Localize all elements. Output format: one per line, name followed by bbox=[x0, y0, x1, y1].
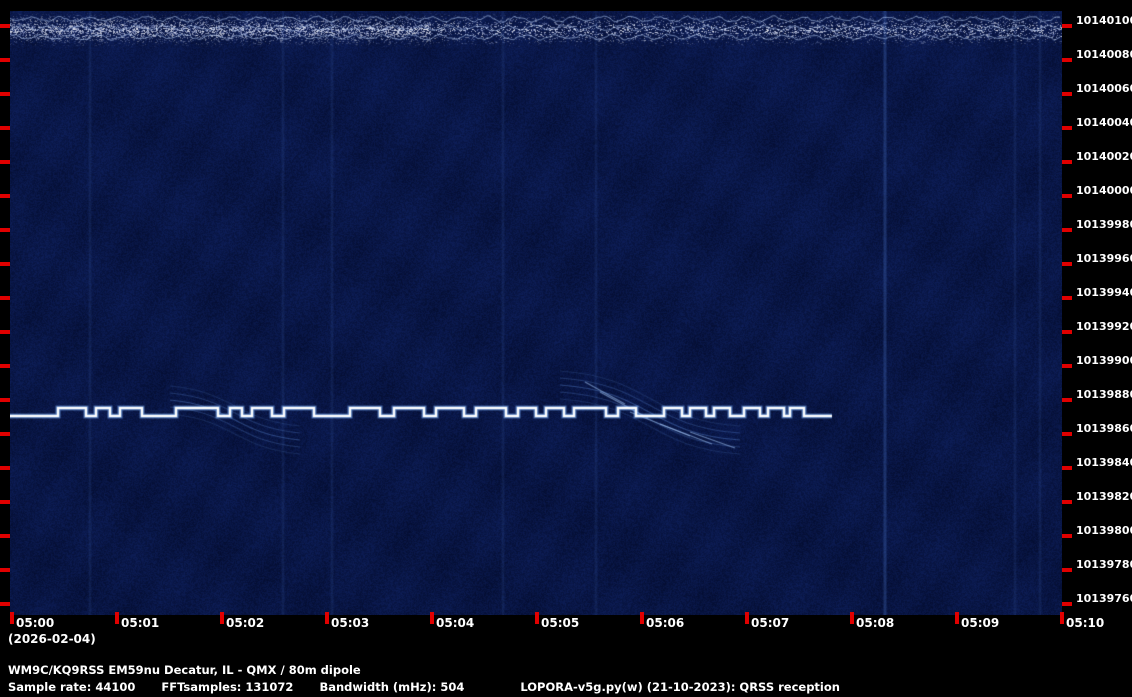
spectrogram-canvas[interactable] bbox=[10, 11, 1062, 615]
freq-tick-left bbox=[0, 24, 10, 28]
freq-tick-right bbox=[1062, 194, 1072, 198]
freq-tick-label: 10140020 bbox=[1076, 150, 1132, 163]
freq-tick-right bbox=[1062, 432, 1072, 436]
freq-tick-left bbox=[0, 92, 10, 96]
time-tick bbox=[325, 612, 329, 624]
time-tick bbox=[745, 612, 749, 624]
freq-tick-label: 10139940 bbox=[1076, 286, 1132, 299]
freq-tick-left bbox=[0, 432, 10, 436]
time-tick bbox=[640, 612, 644, 624]
freq-tick-label: 10139860 bbox=[1076, 422, 1132, 435]
time-tick-label: 05:00 bbox=[16, 616, 55, 630]
freq-tick-label: 10139820 bbox=[1076, 490, 1132, 503]
time-tick bbox=[10, 612, 14, 624]
freq-tick-right bbox=[1062, 296, 1072, 300]
freq-tick-left bbox=[0, 160, 10, 164]
freq-tick-label: 10139900 bbox=[1076, 354, 1132, 367]
software-version-label: LOPORA-v5g.py(w) (21-10-2023): QRSS rece… bbox=[520, 680, 840, 694]
date-label: (2026-02-04) bbox=[8, 632, 96, 646]
freq-tick-right bbox=[1062, 568, 1072, 572]
freq-tick-left bbox=[0, 194, 10, 198]
freq-tick-right bbox=[1062, 228, 1072, 232]
bandwidth-label: Bandwidth (mHz): 504 bbox=[319, 680, 465, 694]
freq-tick-right bbox=[1062, 58, 1072, 62]
freq-tick-left bbox=[0, 568, 10, 572]
time-tick bbox=[115, 612, 119, 624]
time-tick-label: 05:03 bbox=[331, 616, 370, 630]
freq-tick-right bbox=[1062, 160, 1072, 164]
freq-tick-label: 10139800 bbox=[1076, 524, 1132, 537]
freq-tick-left bbox=[0, 58, 10, 62]
time-tick-label: 05:10 bbox=[1066, 616, 1105, 630]
time-tick bbox=[1060, 612, 1064, 624]
freq-tick-right bbox=[1062, 24, 1072, 28]
time-tick-label: 05:04 bbox=[436, 616, 475, 630]
freq-tick-right bbox=[1062, 262, 1072, 266]
freq-tick-label: 10140000 bbox=[1076, 184, 1132, 197]
freq-tick-right bbox=[1062, 602, 1072, 606]
freq-tick-left bbox=[0, 296, 10, 300]
freq-tick-right bbox=[1062, 126, 1072, 130]
sample-rate-label: Sample rate: 44100 bbox=[8, 680, 136, 694]
freq-tick-label: 10140040 bbox=[1076, 116, 1132, 129]
freq-tick-label: 10139780 bbox=[1076, 558, 1132, 571]
freq-tick-right bbox=[1062, 364, 1072, 368]
freq-tick-right bbox=[1062, 500, 1072, 504]
time-tick bbox=[850, 612, 854, 624]
time-tick-label: 05:05 bbox=[541, 616, 580, 630]
fft-samples-label: FFTsamples: 131072 bbox=[161, 680, 294, 694]
freq-tick-right bbox=[1062, 466, 1072, 470]
parameters-row: Sample rate: 44100 FFTsamples: 131072 Ba… bbox=[8, 680, 1128, 694]
freq-tick-label: 10139880 bbox=[1076, 388, 1132, 401]
freq-tick-label: 10139920 bbox=[1076, 320, 1132, 333]
freq-tick-right bbox=[1062, 92, 1072, 96]
freq-tick-left bbox=[0, 228, 10, 232]
freq-tick-label: 10140060 bbox=[1076, 82, 1132, 95]
time-tick-label: 05:02 bbox=[226, 616, 265, 630]
time-tick bbox=[535, 612, 539, 624]
freq-tick-left bbox=[0, 602, 10, 606]
time-tick bbox=[955, 612, 959, 624]
freq-tick-label: 10140080 bbox=[1076, 48, 1132, 61]
time-tick-label: 05:01 bbox=[121, 616, 160, 630]
freq-tick-label: 10139840 bbox=[1076, 456, 1132, 469]
freq-tick-left bbox=[0, 126, 10, 130]
time-tick bbox=[430, 612, 434, 624]
freq-tick-left bbox=[0, 534, 10, 538]
time-tick-label: 05:07 bbox=[751, 616, 790, 630]
freq-tick-label: 10139980 bbox=[1076, 218, 1132, 231]
freq-tick-right bbox=[1062, 398, 1072, 402]
freq-tick-right bbox=[1062, 330, 1072, 334]
freq-tick-label: 10139760 bbox=[1076, 592, 1132, 605]
time-tick-label: 05:08 bbox=[856, 616, 895, 630]
freq-tick-left bbox=[0, 330, 10, 334]
freq-tick-left bbox=[0, 500, 10, 504]
freq-tick-left bbox=[0, 466, 10, 470]
station-info-line: WM9C/KQ9RSS EM59nu Decatur, IL - QMX / 8… bbox=[8, 663, 361, 677]
freq-tick-left bbox=[0, 398, 10, 402]
time-tick-label: 05:09 bbox=[961, 616, 1000, 630]
freq-tick-right bbox=[1062, 534, 1072, 538]
freq-tick-label: 10139960 bbox=[1076, 252, 1132, 265]
time-tick-label: 05:06 bbox=[646, 616, 685, 630]
time-tick bbox=[220, 612, 224, 624]
freq-tick-left bbox=[0, 364, 10, 368]
waterfall-display[interactable] bbox=[10, 11, 1062, 615]
freq-tick-left bbox=[0, 262, 10, 266]
freq-tick-label: 10140100 bbox=[1076, 14, 1132, 27]
